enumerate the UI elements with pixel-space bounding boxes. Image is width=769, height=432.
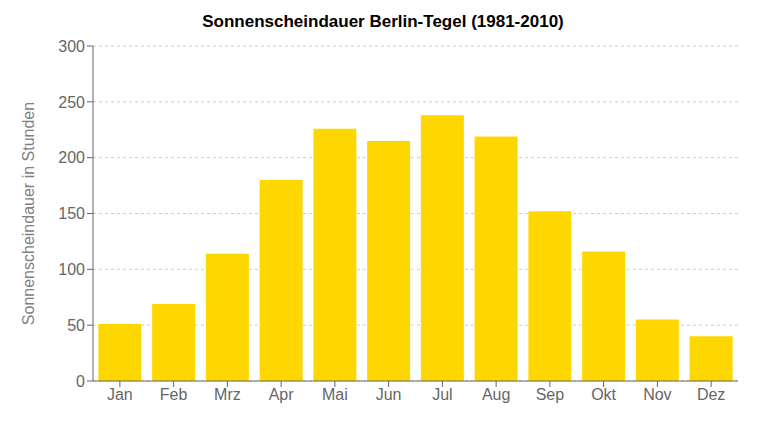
svg-text:Sonnenscheindauer in Stunden: Sonnenscheindauer in Stunden: [20, 102, 37, 325]
svg-text:50: 50: [67, 317, 85, 334]
svg-text:Jul: Jul: [432, 386, 452, 403]
svg-text:Jun: Jun: [376, 386, 402, 403]
svg-text:100: 100: [58, 261, 85, 278]
svg-text:Aug: Aug: [482, 386, 510, 403]
svg-text:Nov: Nov: [643, 386, 671, 403]
svg-text:200: 200: [58, 149, 85, 166]
svg-text:250: 250: [58, 94, 85, 111]
svg-text:Jan: Jan: [107, 386, 133, 403]
svg-text:Mai: Mai: [322, 386, 348, 403]
svg-text:Okt: Okt: [591, 386, 616, 403]
svg-text:Mrz: Mrz: [214, 386, 241, 403]
html-text:Sonnenscheindauer Berlin-Tegel: Sonnenscheindauer Berlin-Tegel (1981-201…: [202, 12, 564, 31]
svg-text:Apr: Apr: [269, 386, 295, 403]
svg-text:150: 150: [58, 205, 85, 222]
svg-text:0: 0: [76, 373, 85, 390]
svg-text:Dez: Dez: [697, 386, 725, 403]
svg-text:300: 300: [58, 38, 85, 55]
svg-text:Sep: Sep: [536, 386, 565, 403]
svg-text:Feb: Feb: [160, 386, 188, 403]
